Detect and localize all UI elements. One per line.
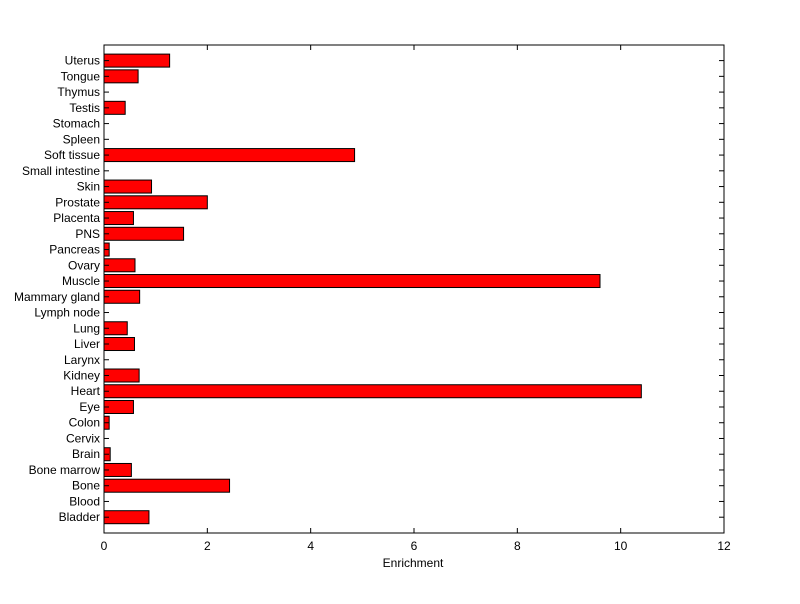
y-tick-label: Liver	[74, 337, 100, 351]
x-tick-label: 12	[717, 539, 731, 553]
bar	[103, 478, 231, 493]
y-tick-label: Tongue	[61, 69, 101, 83]
y-tick-label: Prostate	[55, 195, 100, 209]
bar	[103, 368, 140, 383]
plot-frame	[103, 44, 725, 534]
y-tick-label: Blood	[69, 494, 100, 508]
bar	[103, 148, 356, 163]
y-tick-label: Placenta	[53, 211, 100, 225]
y-tick-label: Heart	[71, 384, 101, 398]
plot-area	[104, 45, 724, 533]
y-tick-label: Uterus	[65, 54, 100, 68]
y-tick-label: Bone	[72, 479, 100, 493]
y-tick-label: Eye	[79, 400, 100, 414]
y-tick-label: Lung	[73, 321, 100, 335]
y-tick-label: Mammary gland	[14, 290, 100, 304]
y-tick-label: Kidney	[63, 368, 100, 382]
y-tick-label: Skin	[77, 180, 100, 194]
y-tick-label: Colon	[69, 416, 100, 430]
y-tick-label: Soft tissue	[44, 148, 100, 162]
y-tick-label: Ovary	[68, 258, 100, 272]
bar	[103, 179, 153, 194]
y-tick-label: Larynx	[64, 353, 100, 367]
x-tick-label: 10	[614, 539, 628, 553]
y-tick-label: Small intestine	[22, 164, 100, 178]
bar	[103, 226, 185, 241]
y-tick-label: Spleen	[63, 132, 100, 146]
bar	[103, 384, 642, 399]
y-tick-label: Cervix	[66, 431, 100, 445]
bar	[103, 510, 150, 525]
x-tick-layer: 0 2 4 6 8 10 12	[101, 45, 731, 553]
y-tick-label: Stomach	[53, 117, 100, 131]
x-tick-label: 0	[101, 539, 108, 553]
x-tick-label: 4	[307, 539, 314, 553]
y-tick-label: Pancreas	[49, 243, 100, 257]
x-tick-label: 8	[514, 539, 521, 553]
y-tick-label: Lymph node	[34, 306, 100, 320]
bar	[103, 274, 601, 289]
y-tick-label: PNS	[75, 227, 100, 241]
x-tick-label: 2	[204, 539, 211, 553]
x-axis-label: Enrichment	[383, 556, 444, 570]
bars-layer	[103, 53, 642, 525]
y-tick-label: Testis	[69, 101, 100, 115]
y-tick-label: Muscle	[62, 274, 100, 288]
x-tick-label: 6	[411, 539, 418, 553]
bar	[103, 289, 141, 304]
bar	[103, 69, 139, 84]
y-tick-label: Brain	[72, 447, 100, 461]
bar	[103, 53, 171, 68]
y-tick-label: Bladder	[59, 510, 100, 524]
y-tick-label: Thymus	[57, 85, 100, 99]
bar	[103, 195, 208, 210]
y-tick-label: Bone marrow	[29, 463, 101, 477]
